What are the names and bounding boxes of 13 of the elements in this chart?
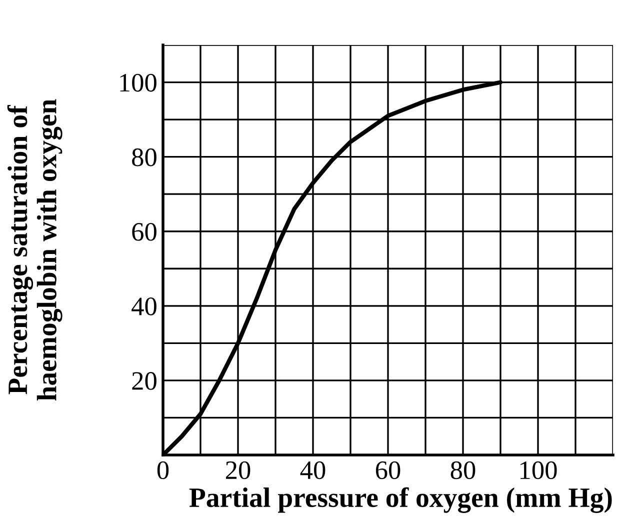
x-tick-label: 100 bbox=[520, 461, 557, 480]
x-tick-label: 60 bbox=[376, 461, 400, 480]
y-tick-label: 40 bbox=[132, 298, 156, 316]
x-tick-label: 0 bbox=[157, 461, 169, 480]
y-tick-label: 20 bbox=[132, 372, 156, 390]
y-axis-title: Percentage saturation of haemoglobin with oxygen bbox=[7, 99, 62, 401]
y-tick-label: 80 bbox=[132, 148, 156, 166]
y-tick-label: 100 bbox=[120, 74, 156, 92]
x-axis-title: Partial pressure of oxygen (mm Hg) bbox=[189, 487, 612, 513]
x-tick-label: 80 bbox=[450, 461, 476, 480]
y-tick-label: 60 bbox=[132, 222, 156, 241]
x-tick-label: 20 bbox=[226, 461, 250, 480]
x-tick-label: 40 bbox=[300, 461, 326, 480]
